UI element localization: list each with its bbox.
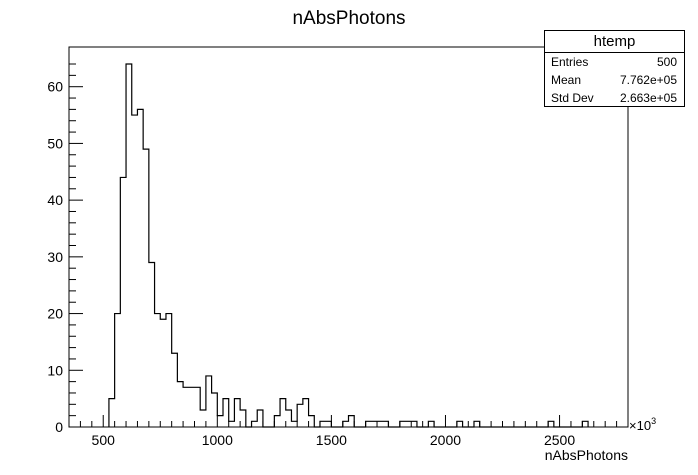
x-tick-label: 2000 <box>430 432 461 448</box>
histogram-bin <box>411 421 417 427</box>
stats-label: Std Dev <box>551 91 594 105</box>
histogram-bin <box>366 421 372 427</box>
histogram-bin <box>326 421 332 427</box>
histogram-bins <box>109 64 588 427</box>
histogram-bin <box>126 64 132 427</box>
histogram-bin <box>143 149 149 427</box>
histogram-bin <box>428 421 434 427</box>
y-tick-label: 60 <box>47 79 63 95</box>
histogram-bin <box>303 399 309 427</box>
stats-label: Mean <box>551 73 582 87</box>
y-tick-label: 10 <box>47 362 63 378</box>
histogram-bin <box>217 416 223 427</box>
histogram-bin <box>320 421 326 427</box>
x-axis: 500 1000 1500 2000 2500 <box>79 415 629 448</box>
histogram-bin <box>548 421 554 427</box>
histogram-bin <box>582 421 588 427</box>
histogram-bin <box>474 421 480 427</box>
histogram-outline <box>108 63 589 428</box>
stats-value: 7.762e+05 <box>619 73 677 87</box>
stats-box: htemp Entries 500 Mean 7.762e+05 Std Dev… <box>544 30 685 107</box>
x-tick-label: 500 <box>92 432 116 448</box>
histogram-bin <box>457 421 463 427</box>
histogram-bin <box>229 421 235 427</box>
histogram-bin <box>137 109 143 427</box>
histogram-bin <box>309 416 315 427</box>
y-axis: 0 10 20 30 40 50 60 <box>47 63 83 435</box>
plot-frame <box>68 46 629 428</box>
x-tick-label: 1500 <box>316 432 347 448</box>
histogram-bin <box>120 177 126 427</box>
histogram-bin <box>172 353 178 427</box>
histogram-bin <box>115 314 121 427</box>
histogram-bin <box>257 410 263 427</box>
histogram-bin <box>109 399 115 427</box>
histogram-bin <box>212 393 218 427</box>
histogram-bin <box>194 387 200 427</box>
histogram-bin <box>132 115 138 427</box>
x-tick-label: 1000 <box>202 432 233 448</box>
stats-row-entries: Entries 500 <box>545 53 684 71</box>
histogram-bin <box>349 416 355 427</box>
histogram-bin <box>406 421 412 427</box>
x-axis-label: nAbsPhotons <box>545 447 628 463</box>
histogram-bin <box>206 376 212 427</box>
histogram-bin <box>286 410 292 427</box>
x-axis-multiplier: ×103 <box>629 416 656 433</box>
histogram-bin <box>371 421 377 427</box>
x-multiplier-exponent: 3 <box>651 416 656 426</box>
stats-label: Entries <box>551 55 589 69</box>
stats-box-title: htemp <box>545 31 684 53</box>
histogram-bin <box>160 319 166 427</box>
x-tick-label: 2500 <box>544 432 575 448</box>
stats-value: 2.663e+05 <box>619 91 677 105</box>
y-tick-label: 30 <box>47 249 63 265</box>
histogram-bin <box>177 382 183 427</box>
histogram-bin <box>223 399 229 427</box>
histogram-bin <box>189 387 195 427</box>
chart-title: nAbsPhotons <box>292 8 405 29</box>
y-tick-label: 20 <box>47 306 63 322</box>
stats-value: 500 <box>656 55 677 69</box>
histogram-bin <box>200 410 206 427</box>
histogram-bin <box>183 387 189 427</box>
histogram-bin <box>297 404 303 427</box>
histogram-bin <box>343 421 349 427</box>
histogram-bin <box>383 421 389 427</box>
y-tick-label: 50 <box>47 135 63 151</box>
histogram-bin <box>377 421 383 427</box>
histogram-bin <box>234 399 240 427</box>
histogram-bin <box>400 421 406 427</box>
histogram-bin <box>291 421 297 427</box>
stats-row-mean: Mean 7.762e+05 <box>545 71 684 89</box>
histogram-bin <box>155 314 161 427</box>
histogram-bin <box>274 416 280 427</box>
stats-row-std-dev: Std Dev 2.663e+05 <box>545 89 684 107</box>
histogram-bin <box>240 410 246 427</box>
y-tick-label: 40 <box>47 192 63 208</box>
y-tick-label: 0 <box>55 419 63 435</box>
histogram-bin <box>149 263 155 427</box>
histogram-bin <box>252 421 258 427</box>
histogram-bin <box>166 314 172 427</box>
x-multiplier-base: ×10 <box>629 418 651 433</box>
histogram-bin <box>280 399 286 427</box>
